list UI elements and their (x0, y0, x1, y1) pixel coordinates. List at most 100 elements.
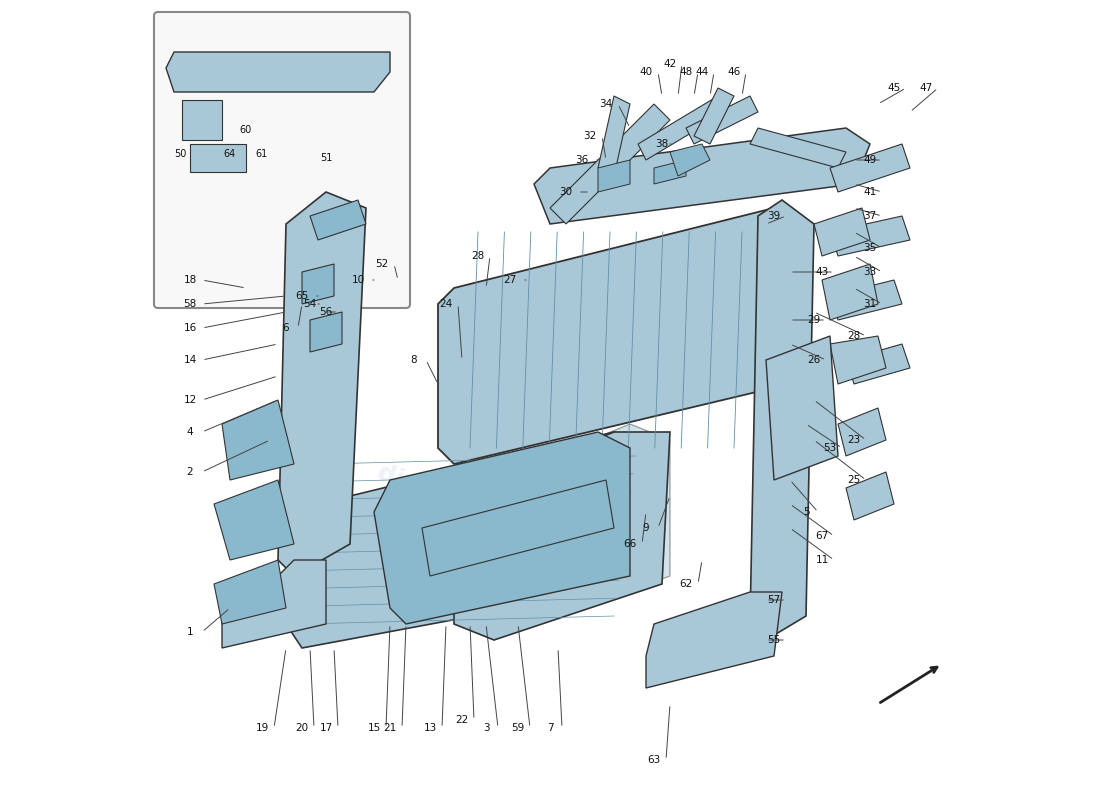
Polygon shape (310, 312, 342, 352)
Polygon shape (598, 160, 630, 192)
Polygon shape (190, 144, 246, 172)
Text: 51: 51 (320, 153, 332, 162)
Text: 5: 5 (803, 507, 810, 517)
Text: 3: 3 (483, 723, 490, 733)
Polygon shape (838, 408, 886, 456)
Text: 35: 35 (864, 243, 877, 253)
Text: diy mart parts 1985: diy mart parts 1985 (374, 461, 646, 579)
Polygon shape (814, 208, 870, 256)
Text: 46: 46 (727, 67, 740, 77)
Text: 29: 29 (807, 315, 821, 325)
Text: 13: 13 (424, 723, 437, 733)
Text: 39: 39 (768, 211, 781, 221)
Text: 7: 7 (547, 723, 553, 733)
Polygon shape (670, 144, 710, 176)
Polygon shape (534, 128, 870, 224)
Polygon shape (830, 280, 902, 320)
Polygon shape (422, 480, 614, 576)
Polygon shape (646, 592, 782, 688)
Text: 16: 16 (184, 323, 197, 333)
Text: 63: 63 (648, 755, 661, 765)
Text: 56: 56 (319, 307, 332, 317)
Text: 42: 42 (663, 59, 676, 69)
Text: 64: 64 (224, 149, 236, 158)
Text: 61: 61 (256, 149, 268, 158)
Polygon shape (830, 216, 910, 256)
Text: 45: 45 (888, 83, 901, 93)
Text: 57: 57 (768, 595, 781, 605)
Polygon shape (638, 96, 726, 160)
Text: 34: 34 (600, 99, 613, 109)
Polygon shape (846, 472, 894, 520)
Text: 22: 22 (455, 715, 469, 725)
Polygon shape (166, 52, 390, 92)
Text: 20: 20 (296, 723, 309, 733)
Polygon shape (286, 432, 662, 648)
Text: 40: 40 (639, 67, 652, 77)
Text: 6: 6 (283, 323, 289, 333)
Text: 28: 28 (847, 331, 860, 341)
Polygon shape (686, 96, 758, 144)
Text: ets.com: ets.com (437, 379, 663, 501)
Text: 28: 28 (472, 251, 485, 261)
Polygon shape (750, 128, 846, 168)
Text: 24: 24 (439, 299, 452, 309)
Text: 33: 33 (864, 267, 877, 277)
Text: 14: 14 (184, 355, 197, 365)
Polygon shape (302, 264, 334, 304)
Text: 17: 17 (319, 723, 332, 733)
Text: 23: 23 (847, 435, 860, 445)
Text: 36: 36 (575, 155, 589, 165)
Text: 11: 11 (815, 555, 828, 565)
Polygon shape (598, 96, 630, 176)
Polygon shape (214, 480, 294, 560)
Text: 8: 8 (410, 355, 417, 365)
Polygon shape (550, 104, 670, 224)
Text: 32: 32 (583, 131, 596, 141)
Polygon shape (846, 344, 910, 384)
Text: 9: 9 (642, 523, 649, 533)
Text: 62: 62 (680, 579, 693, 589)
Polygon shape (310, 200, 366, 240)
Text: 1: 1 (187, 627, 194, 637)
Polygon shape (454, 424, 670, 640)
Text: 50: 50 (174, 149, 187, 158)
Polygon shape (750, 200, 814, 640)
Text: 38: 38 (656, 139, 669, 149)
Text: 65: 65 (296, 291, 309, 301)
Text: 21: 21 (384, 723, 397, 733)
Text: 43: 43 (815, 267, 828, 277)
Text: 15: 15 (367, 723, 381, 733)
Polygon shape (438, 208, 806, 464)
Polygon shape (182, 100, 222, 140)
Text: 37: 37 (864, 211, 877, 221)
Text: 12: 12 (184, 395, 197, 405)
Text: 60: 60 (240, 125, 252, 134)
Polygon shape (278, 192, 366, 576)
Polygon shape (222, 560, 326, 648)
Polygon shape (654, 160, 686, 184)
Text: 19: 19 (255, 723, 268, 733)
Polygon shape (374, 432, 630, 624)
Polygon shape (222, 400, 294, 480)
Polygon shape (454, 432, 670, 640)
Polygon shape (830, 144, 910, 192)
Text: 67: 67 (815, 531, 828, 541)
Text: 30: 30 (560, 187, 573, 197)
Text: 58: 58 (184, 299, 197, 309)
Text: 41: 41 (864, 187, 877, 197)
Text: 66: 66 (624, 539, 637, 549)
Polygon shape (766, 336, 838, 480)
Text: 18: 18 (184, 275, 197, 285)
Text: 10: 10 (351, 275, 364, 285)
Text: 25: 25 (847, 475, 860, 485)
Text: 49: 49 (864, 155, 877, 165)
Text: 47: 47 (920, 83, 933, 93)
Text: 2: 2 (187, 467, 194, 477)
Text: 44: 44 (695, 67, 708, 77)
Text: 52: 52 (375, 259, 388, 269)
Polygon shape (830, 336, 886, 384)
Text: 31: 31 (864, 299, 877, 309)
Polygon shape (822, 264, 878, 320)
Text: 27: 27 (504, 275, 517, 285)
